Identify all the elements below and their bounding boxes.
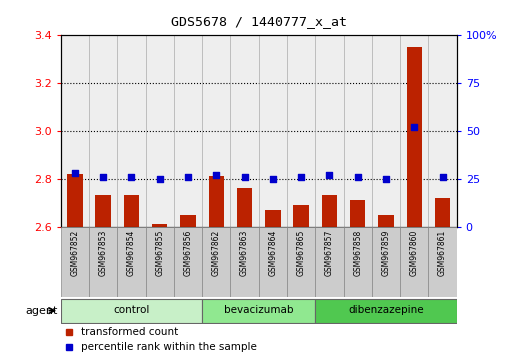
Point [382, 176, 390, 182]
Text: agent: agent [26, 306, 58, 316]
Text: GSM967861: GSM967861 [438, 230, 447, 276]
Bar [61, 35, 89, 227]
Bar [152, 224, 167, 227]
Bar [180, 215, 196, 227]
Bar [67, 174, 83, 227]
Text: GSM967855: GSM967855 [155, 230, 164, 276]
Text: GSM967862: GSM967862 [212, 230, 221, 276]
Bar [435, 198, 450, 227]
Point [184, 174, 192, 180]
Bar [230, 227, 259, 297]
Text: GSM967864: GSM967864 [268, 230, 277, 276]
Point [438, 174, 447, 180]
Bar [237, 188, 252, 227]
Bar [265, 210, 281, 227]
Bar [89, 227, 117, 297]
Bar [174, 35, 202, 227]
Text: GSM967854: GSM967854 [127, 230, 136, 276]
Bar [202, 35, 230, 227]
Bar [230, 35, 259, 227]
Point [212, 172, 221, 178]
Bar [202, 299, 315, 322]
Bar [146, 227, 174, 297]
Text: GSM967865: GSM967865 [297, 230, 306, 276]
Bar [61, 227, 89, 297]
Point [155, 176, 164, 182]
Bar [202, 227, 230, 297]
Bar [96, 195, 111, 227]
Bar [372, 35, 400, 227]
Bar [174, 227, 202, 297]
Bar [259, 35, 287, 227]
Text: transformed count: transformed count [81, 327, 178, 337]
Point [297, 174, 305, 180]
Bar [259, 227, 287, 297]
Text: GDS5678 / 1440777_x_at: GDS5678 / 1440777_x_at [171, 15, 347, 28]
Bar [372, 227, 400, 297]
Bar [428, 35, 457, 227]
Text: percentile rank within the sample: percentile rank within the sample [81, 342, 257, 352]
Bar [344, 227, 372, 297]
Text: GSM967856: GSM967856 [184, 230, 193, 276]
Text: dibenzazepine: dibenzazepine [348, 305, 424, 315]
Text: GSM967863: GSM967863 [240, 230, 249, 276]
Bar [117, 227, 146, 297]
Bar [294, 205, 309, 227]
Text: GSM967859: GSM967859 [382, 230, 391, 276]
Bar [400, 35, 428, 227]
Bar [117, 35, 146, 227]
Bar [315, 299, 457, 322]
Bar [350, 200, 365, 227]
Bar [287, 35, 315, 227]
Bar [428, 227, 457, 297]
Point [410, 124, 419, 130]
Point [269, 176, 277, 182]
Text: GSM967858: GSM967858 [353, 230, 362, 276]
Bar [322, 195, 337, 227]
Bar [407, 47, 422, 227]
Bar [315, 227, 344, 297]
Text: GSM967857: GSM967857 [325, 230, 334, 276]
Point [99, 174, 107, 180]
Point [71, 170, 79, 176]
Text: GSM967853: GSM967853 [99, 230, 108, 276]
Bar [89, 35, 117, 227]
Bar [209, 176, 224, 227]
Text: GSM967860: GSM967860 [410, 230, 419, 276]
Point [240, 174, 249, 180]
Bar [61, 299, 202, 322]
Point [325, 172, 334, 178]
Text: control: control [113, 305, 149, 315]
Point [353, 174, 362, 180]
Bar [344, 35, 372, 227]
Text: GSM967852: GSM967852 [70, 230, 79, 276]
Bar [378, 215, 394, 227]
Text: bevacizumab: bevacizumab [224, 305, 294, 315]
Bar [400, 227, 428, 297]
Point [127, 174, 136, 180]
Bar [124, 195, 139, 227]
Bar [287, 227, 315, 297]
Bar [146, 35, 174, 227]
Bar [315, 35, 344, 227]
